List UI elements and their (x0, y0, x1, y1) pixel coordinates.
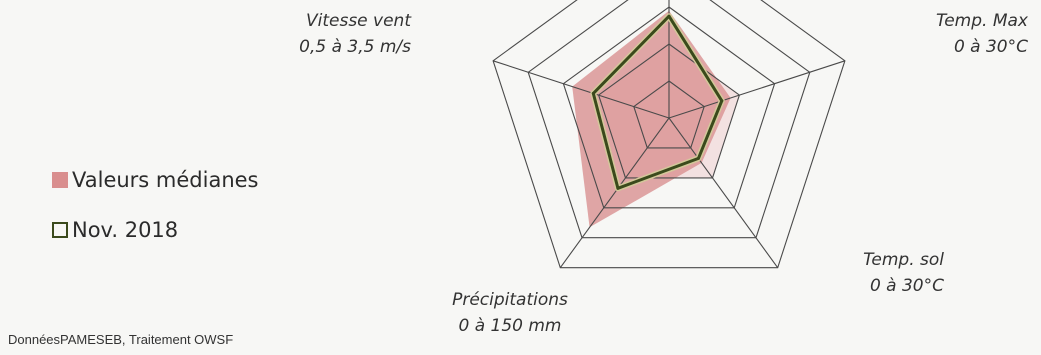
source-note: DonnéesPAMESEB, Traitement OWSF (8, 332, 234, 347)
grid-ring-1 (633, 80, 705, 149)
grid-ring-2 (597, 43, 741, 179)
legend-item-nov-2018: Nov. 2018 (52, 218, 178, 242)
nov-2018-line (590, 13, 725, 192)
legend-label-nov-2018: Nov. 2018 (72, 218, 179, 242)
axis-label-precip: Précipitations 0 à 150 mm (420, 287, 600, 339)
grid-spoke-1 (668, 60, 846, 119)
nov-2018-polygon (591, 14, 724, 190)
grid-ring-5 (492, 0, 846, 269)
grid-spoke-2 (668, 117, 779, 269)
radar-grid (492, 0, 846, 269)
grid-ring-4 (527, 0, 811, 239)
grid-spoke-3 (559, 117, 670, 269)
nov-2018-point-2 (696, 156, 700, 160)
legend-item-median: Valeurs médianes (52, 168, 259, 192)
legend-label-median: Valeurs médianes (72, 168, 259, 192)
axis-name-precip: Précipitations (452, 290, 568, 310)
legend-swatch-nov-2018 (52, 222, 68, 238)
median-values-area (572, 10, 731, 228)
grid-spoke-4 (492, 60, 670, 119)
nov-2018-point-1 (720, 99, 724, 103)
axis-label-temp-max: Temp. Max 0 à 30°C (912, 8, 1028, 60)
axis-label-temp-soil: Temp. sol 0 à 30°C (818, 247, 944, 299)
axis-name-temp-soil: Temp. sol (863, 250, 944, 270)
axis-name-wind: Vitesse vent (305, 11, 411, 31)
nov-2018-point-4 (591, 91, 595, 95)
axis-range-precip: 0 à 150 mm (458, 316, 562, 336)
axis-name-temp-max: Temp. Max (935, 11, 1028, 31)
axis-range-temp-soil: 0 à 30°C (869, 276, 944, 296)
nov-2018-point-0 (667, 14, 671, 18)
legend-swatch-median (52, 172, 68, 188)
axis-label-wind: Vitesse vent 0,5 à 3,5 m/s (271, 8, 411, 60)
nov-2018-point-3 (616, 186, 620, 190)
axis-range-wind: 0,5 à 3,5 m/s (299, 37, 411, 57)
grid-ring-3 (562, 6, 776, 209)
median-values-polygon (572, 10, 731, 228)
axis-range-temp-max: 0 à 30°C (953, 37, 1028, 57)
